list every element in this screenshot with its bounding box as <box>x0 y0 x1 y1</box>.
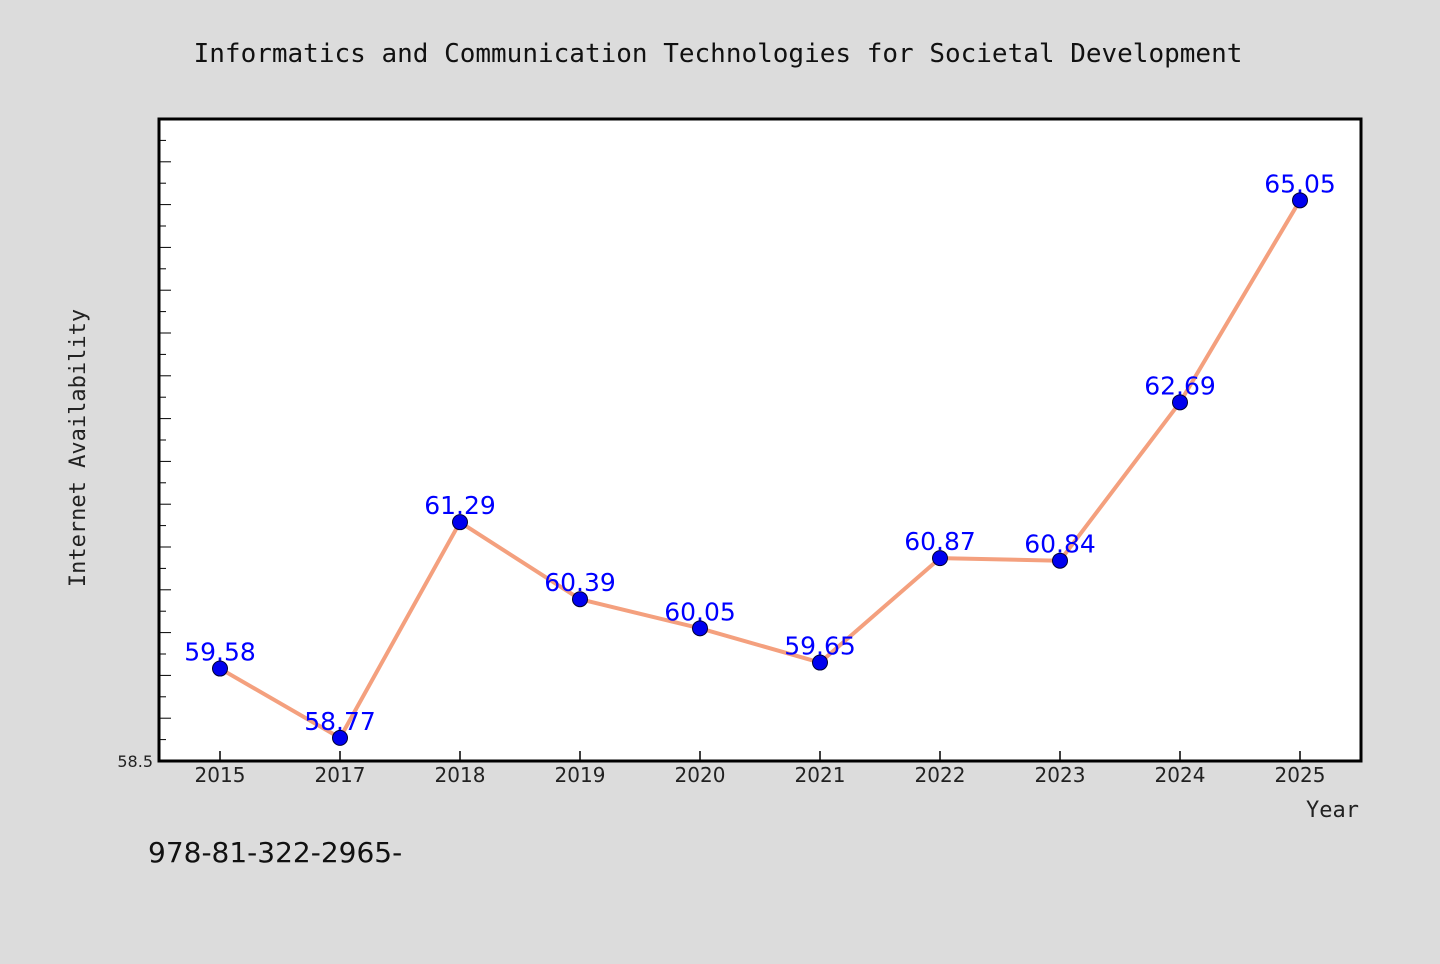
data-point <box>332 729 348 746</box>
x-tick-label: 2025 <box>1275 763 1326 787</box>
footer-isbn: 978-81-322-2965- <box>148 836 402 869</box>
x-tick-label: 2018 <box>435 763 486 787</box>
x-tick-label: 2023 <box>1035 763 1086 787</box>
data-label: 59.65 <box>784 632 856 661</box>
data-label: 60.87 <box>904 527 976 556</box>
x-tick-label: 2024 <box>1155 763 1206 787</box>
data-point <box>212 660 228 677</box>
data-point <box>932 550 948 567</box>
y-axis-label: Internet Availability <box>66 309 91 587</box>
plot-area <box>157 117 1363 763</box>
data-point <box>812 654 828 671</box>
data-label: 60.05 <box>664 597 736 626</box>
data-label: 59.58 <box>184 638 256 667</box>
data-label: 60.39 <box>544 568 616 597</box>
data-point <box>452 514 468 531</box>
data-label: 60.84 <box>1024 530 1096 559</box>
chart-title: Informatics and Communication Technologi… <box>194 39 1243 69</box>
data-labels: 59.58 58.77 61.29 60.39 60.05 59.65 60.87 60.84… <box>184 169 1336 736</box>
x-tick-label: 2017 <box>315 763 366 787</box>
data-label: 58.77 <box>304 707 376 736</box>
x-tick-label: 2021 <box>795 763 846 787</box>
data-point <box>572 591 588 608</box>
data-point <box>1052 552 1068 569</box>
data-label: 62.69 <box>1144 371 1216 400</box>
data-markers <box>212 192 1308 746</box>
y-axis-ticks <box>159 139 171 741</box>
data-label: 61.29 <box>424 491 496 520</box>
data-point <box>1292 192 1308 209</box>
data-point <box>692 620 708 637</box>
data-point <box>1172 394 1188 411</box>
x-axis-label: Year <box>1306 798 1359 823</box>
data-label: 65.05 <box>1264 169 1336 198</box>
x-tick-label: 2020 <box>675 763 726 787</box>
x-tick-label: 2019 <box>555 763 606 787</box>
x-tick-label: 2015 <box>195 763 246 787</box>
x-tick-label: 2022 <box>915 763 966 787</box>
x-axis-ticks: 2015 2017 2018 2019 2020 2021 2022 2023 2024 2025 <box>195 751 1326 787</box>
series-line <box>218 199 1302 740</box>
y-axis-min-label: 58.5 <box>117 752 153 771</box>
